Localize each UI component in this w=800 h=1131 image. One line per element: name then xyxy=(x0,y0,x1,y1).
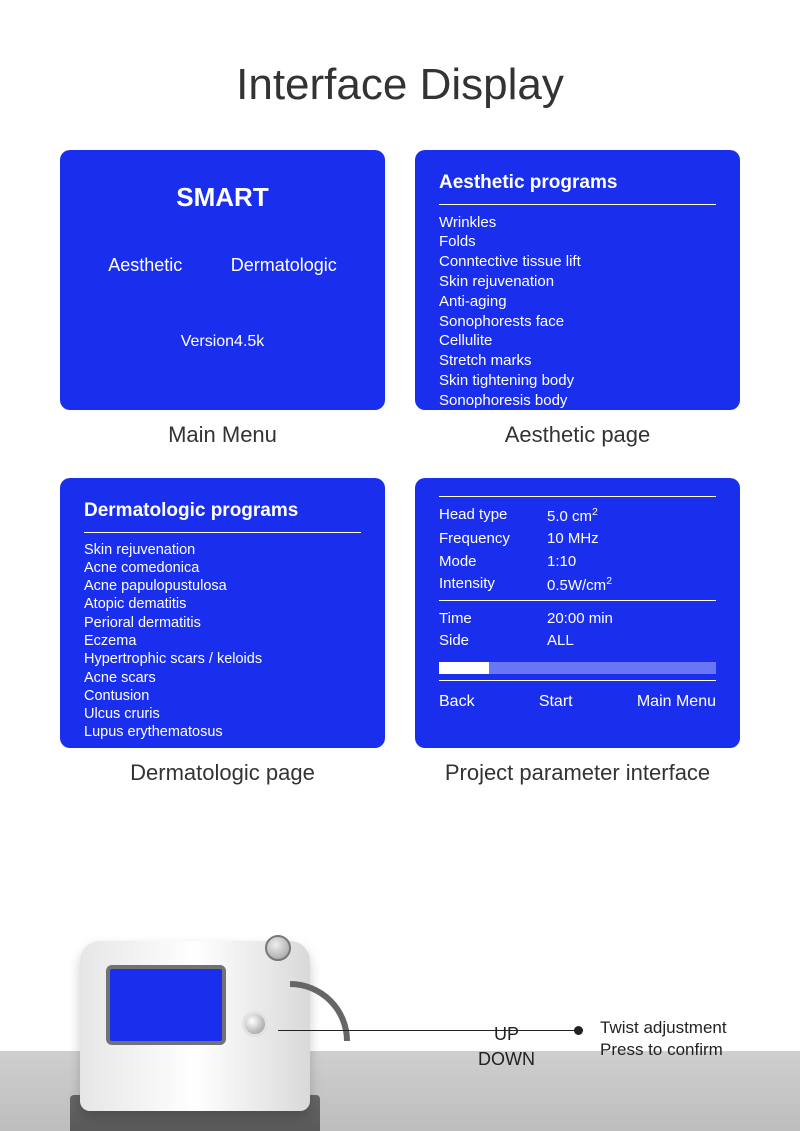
progress-track xyxy=(439,662,716,674)
param-label: Intensity xyxy=(439,574,529,596)
callout-down: DOWN xyxy=(478,1047,535,1071)
list-item[interactable]: Ulcus cruris xyxy=(84,705,361,723)
list-item[interactable]: Acne scars xyxy=(84,669,361,687)
main-menu-button[interactable]: Main Menu xyxy=(637,691,716,713)
list-item[interactable]: Perioral dermatitis xyxy=(84,614,361,632)
callout-instructions: Twist adjustment Press to confirm xyxy=(600,1017,727,1061)
list-item[interactable]: Sonophorests face xyxy=(439,312,716,332)
table-row: Time 20:00 min xyxy=(439,609,716,629)
divider xyxy=(439,204,716,205)
dermatologic-header: Dermatologic programs xyxy=(84,498,361,524)
list-item[interactable]: Eczema xyxy=(84,632,361,650)
param-value: ALL xyxy=(547,631,574,651)
aesthetic-header: Aesthetic programs xyxy=(439,170,716,196)
list-item[interactable]: Anti-aging xyxy=(439,292,716,312)
smart-label: SMART xyxy=(84,180,361,215)
list-item[interactable]: Contusion xyxy=(84,687,361,705)
device-illustration: UP DOWN Twist adjustment Press to confir… xyxy=(0,871,800,1131)
divider xyxy=(84,532,361,533)
list-item[interactable]: Sonophoresis body xyxy=(439,391,716,411)
panel-aesthetic: Aesthetic programs Wrinkles Folds Connte… xyxy=(415,150,740,448)
device-body xyxy=(80,941,310,1111)
param-label: Frequency xyxy=(439,529,529,549)
table-row: Intensity 0.5W/cm2 xyxy=(439,574,716,596)
back-button[interactable]: Back xyxy=(439,691,475,713)
param-value: 1:10 xyxy=(547,552,576,572)
divider xyxy=(439,496,716,497)
list-item[interactable]: Folds xyxy=(439,232,716,252)
param-label: Side xyxy=(439,631,529,651)
table-row: Frequency 10 MHz xyxy=(439,529,716,549)
caption-main-menu: Main Menu xyxy=(60,422,385,448)
list-item[interactable]: Atopic dematitis xyxy=(84,595,361,613)
screen-icon xyxy=(106,965,226,1045)
list-item[interactable]: Skin tightening body xyxy=(439,371,716,391)
params-block-1: Head type 5.0 cm2 Frequency 10 MHz Mode … xyxy=(439,505,716,596)
divider xyxy=(439,600,716,601)
param-label: Mode xyxy=(439,552,529,572)
list-item[interactable]: Stretch marks xyxy=(439,351,716,371)
cord-icon xyxy=(290,981,350,1041)
table-row: Side ALL xyxy=(439,631,716,651)
param-value: 20:00 min xyxy=(547,609,613,629)
page-title: Interface Display xyxy=(60,60,740,110)
param-value: 5.0 cm2 xyxy=(547,505,598,527)
callout-line2: Press to confirm xyxy=(600,1039,727,1061)
actions-row: Back Start Main Menu xyxy=(439,691,716,713)
table-row: Head type 5.0 cm2 xyxy=(439,505,716,527)
panel-grid: SMART Aesthetic Dermatologic Version4.5k… xyxy=(60,150,740,786)
caption-project-params: Project parameter interface xyxy=(415,760,740,786)
start-button[interactable]: Start xyxy=(539,691,573,713)
param-value: 0.5W/cm2 xyxy=(547,574,612,596)
param-label: Head type xyxy=(439,505,529,527)
callout-line1: Twist adjustment xyxy=(600,1017,727,1039)
callout-up-down: UP DOWN xyxy=(478,1022,535,1071)
params-block-2: Time 20:00 min Side ALL xyxy=(439,609,716,652)
list-item[interactable]: Skin rejuvenation xyxy=(439,272,716,292)
probe-icon xyxy=(265,935,291,961)
progress-bar xyxy=(439,662,489,674)
panel-dermatologic: Dermatologic programs Skin rejuvenation … xyxy=(60,478,385,786)
divider xyxy=(439,680,716,681)
caption-dermatologic: Dermatologic page xyxy=(60,760,385,786)
list-item[interactable]: Conntective tissue lift xyxy=(439,252,716,272)
param-value: 10 MHz xyxy=(547,529,599,549)
panel-project-params: Head type 5.0 cm2 Frequency 10 MHz Mode … xyxy=(415,478,740,786)
callout-dot-icon xyxy=(574,1026,583,1035)
callout-up: UP xyxy=(478,1022,535,1046)
list-item[interactable]: Acne papulopustulosa xyxy=(84,577,361,595)
panel-main-menu: SMART Aesthetic Dermatologic Version4.5k… xyxy=(60,150,385,448)
option-dermatologic[interactable]: Dermatologic xyxy=(231,253,337,277)
list-item[interactable]: Lupus erythematosus xyxy=(84,723,361,741)
dermatologic-list: Skin rejuvenation Acne comedonica Acne p… xyxy=(84,541,361,742)
table-row: Mode 1:10 xyxy=(439,552,716,572)
list-item[interactable]: Acne comedonica xyxy=(84,559,361,577)
knob-icon xyxy=(242,1011,268,1037)
list-item[interactable]: Wrinkles xyxy=(439,213,716,233)
param-label: Time xyxy=(439,609,529,629)
list-item[interactable]: Hypertrophic scars / keloids xyxy=(84,650,361,668)
list-item[interactable]: Cellulite xyxy=(439,331,716,351)
list-item[interactable]: Skin rejuvenation xyxy=(84,541,361,559)
aesthetic-list: Wrinkles Folds Conntective tissue lift S… xyxy=(439,213,716,411)
option-aesthetic[interactable]: Aesthetic xyxy=(108,253,182,277)
caption-aesthetic: Aesthetic page xyxy=(415,422,740,448)
version-label: Version4.5k xyxy=(84,331,361,353)
